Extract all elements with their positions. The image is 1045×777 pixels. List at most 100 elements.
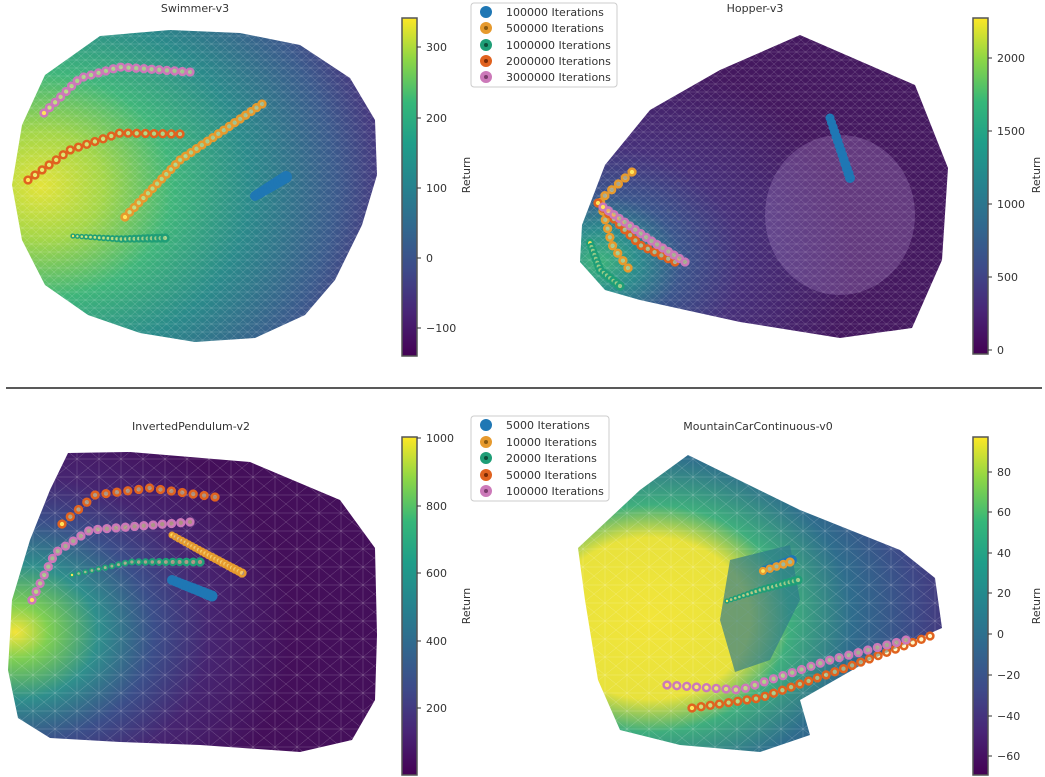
mountaincar-50000-point (742, 695, 752, 705)
invpend-20000-point (89, 567, 95, 574)
mountaincar-traj-50000 (687, 631, 935, 713)
mountaincar-100000-point (882, 640, 892, 650)
swimmer-2000000-point (37, 165, 47, 175)
swimmer-tick-1: 200 (426, 112, 447, 125)
invpend-100000-point (31, 587, 41, 597)
mountaincar-100000-point (672, 681, 682, 691)
swimmer-2000000-point (73, 142, 84, 152)
mountaincar-tick-4: 0 (997, 628, 1004, 641)
legend-top: 100000 Iterations 500000 Iterations 1000… (470, 2, 618, 88)
swimmer-2000000-point (90, 136, 100, 147)
invpend-20000-point (115, 561, 122, 568)
swimmer-mesh (12, 30, 377, 342)
invpend-20000-point (108, 562, 116, 570)
legend-bottom-marker-0 (480, 419, 492, 431)
invpend-50000-point (73, 504, 84, 515)
invpend-20000-point (141, 558, 150, 566)
swimmer-3000000-point (185, 67, 195, 77)
invpend-50000-point (210, 492, 220, 502)
swimmer-3000000-point (44, 102, 55, 113)
mountaincar-tick-0: 80 (997, 466, 1011, 479)
invpend-10000-point (237, 568, 247, 578)
invpend-colorbar (401, 436, 418, 776)
mountaincar-50000-point (705, 700, 715, 710)
mountaincar-50000-point (769, 688, 779, 698)
mountaincar-50000-point (777, 685, 788, 695)
hopper-2000000-point (630, 235, 641, 246)
hopper-traj-3000000 (598, 202, 690, 267)
swimmer-3000000-point (93, 68, 104, 78)
legend-top-box (470, 2, 618, 88)
swimmer-2000000-point (149, 128, 159, 139)
swimmer-traj-100000 (250, 171, 292, 201)
swimmer-1000000-point (70, 233, 76, 239)
invpend-50000-point (57, 519, 67, 529)
mountaincar-traj-100000 (662, 635, 911, 695)
mountaincar-100000-point (901, 635, 911, 645)
mountaincar-50000-point (786, 682, 796, 692)
mountaincar-50000-point (882, 647, 892, 657)
mountaincar-title: MountainCarContinuous-v0 (683, 420, 833, 433)
invpend-50000-point (112, 487, 122, 497)
mountaincar-100000-point (711, 683, 721, 694)
hopper-tick-0: 2000 (997, 52, 1025, 65)
invpend-50000-point (177, 487, 187, 498)
swimmer-3000000-point (61, 86, 71, 97)
invpend-100000-point (35, 578, 45, 589)
invpend-colorbar-label: Return (460, 588, 473, 625)
invpend-traj-10000 (168, 531, 247, 578)
invpend-20000-point (128, 558, 136, 566)
swimmer-3000000-point (78, 72, 89, 82)
mountaincar-50000-point (751, 693, 761, 704)
swimmer-3000000-point (66, 81, 77, 91)
hopper-tick-2: 1000 (997, 198, 1025, 211)
legend-bottom-label-2: 20000 Iterations (506, 452, 597, 465)
panel-invpend: InvertedPendulum-v2 1000 800 600 400 200… (8, 420, 473, 776)
mountaincar-100000-point (662, 680, 672, 690)
mountaincar-valley (720, 545, 800, 672)
swimmer-traj-500000 (120, 99, 267, 222)
mountaincar-100000-point (750, 680, 760, 690)
swimmer-colorbar-label: Return (460, 157, 473, 194)
hopper-500000-point (607, 241, 618, 251)
mountaincar-100000-point (740, 683, 751, 693)
mountaincar-20000-point (724, 598, 730, 604)
swimmer-3000000-point (123, 62, 134, 73)
invpend-100000-point (166, 518, 177, 529)
invpend-100000-point (39, 570, 49, 580)
swimmer-2000000-point (30, 170, 40, 180)
legend-top-label-3: 2000000 Iterations (506, 55, 611, 68)
swimmer-3000000-point (39, 108, 49, 118)
swimmer-3000000-point (162, 65, 172, 76)
mountaincar-100000-point (691, 682, 702, 692)
swimmer-title: Swimmer-v3 (161, 2, 229, 15)
mountaincar-100000-point (682, 681, 692, 691)
invpend-title: InvertedPendulum-v2 (132, 420, 250, 433)
swimmer-2000000-point (51, 155, 61, 165)
invpend-20000-point (102, 564, 109, 571)
mountaincar-colorbar (972, 436, 989, 776)
hopper-500000-point (602, 223, 613, 234)
mountaincar-100000-point (731, 685, 741, 695)
invpend-100000-point (139, 521, 149, 531)
hopper-tick-4: 0 (997, 344, 1004, 357)
mountaincar-50000-point (803, 676, 814, 686)
mountaincar-50000-point (873, 650, 883, 661)
invpend-50000-point (65, 512, 75, 522)
swimmer-2000000-point (98, 134, 108, 144)
mountaincar-100000-point (778, 671, 788, 681)
swimmer-3000000-point (86, 70, 96, 80)
invpend-tick-3: 400 (426, 635, 447, 648)
panel-swimmer: Swimmer-v3 300 200 100 0 −100 Return (12, 2, 473, 357)
mountaincar-colorbar-ticks: 80 60 40 20 0 −20 −40 −60 (988, 466, 1020, 763)
swimmer-colorbar-ticks: 300 200 100 0 −100 (417, 41, 456, 335)
swimmer-2000000-point (44, 160, 54, 170)
swimmer-1000000-point (160, 233, 170, 243)
mountaincar-10000-point (758, 566, 768, 576)
legend-top-label-4: 3000000 Iterations (506, 71, 611, 84)
hopper-2000000-point (636, 240, 646, 251)
swimmer-3000000-point (55, 92, 66, 102)
mountaincar-50000-point (696, 702, 706, 712)
mountaincar-50000-point (864, 654, 875, 664)
hopper-500000-point (627, 167, 637, 177)
